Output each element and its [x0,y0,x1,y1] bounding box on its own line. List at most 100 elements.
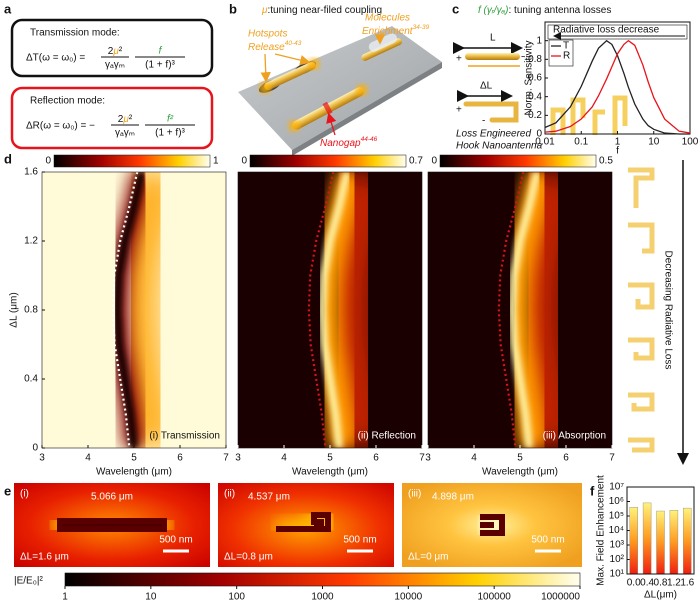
equation-term: ² [119,46,123,57]
map-wavelength: 4.537 μm [248,492,290,503]
colorbar-tick-label: 1000 [311,592,334,603]
panel-title: μ:tuning near-filed coupling [261,5,382,16]
equation-term: μ [122,114,129,125]
callout: Enrichment [362,26,414,37]
charge: + [456,105,462,116]
y-tick-label: 10⁴ [609,525,624,536]
nanorod [264,61,316,91]
equation-term: ² [129,114,133,125]
x-tick-label: 0.4 [640,578,654,589]
heatmap-band [312,172,367,448]
antenna-icons [628,167,655,453]
x-tick-label: 0.0 [627,578,641,589]
x-tick-label: 6 [563,453,569,464]
x-tick-label: 5 [131,453,137,464]
dimension-label: L [490,33,496,44]
charge: - [482,116,485,127]
equation-term: 2 [108,46,114,57]
colorbar-tick-label: 0.5 [599,156,613,167]
colorbar [64,572,581,587]
map-label: (iii) Absorption [543,431,606,442]
equation-term: f² [167,114,174,125]
arrow [260,53,271,83]
x-tick-label: 5 [327,453,333,464]
x-tick-label: 4 [471,453,477,464]
caption: Loss Engineered [456,129,531,140]
equation-term: 2μ² [108,46,123,57]
resonance-line [497,172,525,448]
panel-label: f [590,483,595,498]
callout: Release [248,42,285,53]
dimension-label: ΔL [480,81,493,92]
hotspot [288,120,300,132]
equation-term: γₐγₘ [105,60,125,71]
reference: 40-43 [285,40,302,47]
x-tick-label: 3 [39,453,45,464]
x-tick-label: 4 [85,453,91,464]
bar [642,502,652,575]
x-tick-label: 7 [223,453,229,464]
y-tick-label: 0.2 [528,110,542,121]
colorbar [439,154,597,168]
callout: Nanogap [320,138,361,149]
substrate [238,26,442,150]
panel-label: a [4,1,12,16]
x-axis-label: Wavelength (μm) [96,467,172,478]
series-line [544,39,691,134]
colorbar-label: |E/E₀|² [14,576,43,587]
resonance-line [111,172,139,448]
y-axis-label: ΔL (μm) [9,292,20,327]
map-delta-l: ΔL=1.6 μm [20,552,69,563]
colorbar-tick-label: 1000000 [541,592,580,603]
antenna [480,514,505,536]
antenna [57,518,167,532]
heatmap-band [318,172,351,448]
colorbar-tick-label: 0 [241,156,247,167]
callout: Molecules [365,13,410,24]
callout: Hotspots [248,29,287,40]
callout: Nanogap44-46 [320,136,378,149]
nanorod [465,53,520,60]
x-axis-label: Wavelength (μm) [482,467,558,478]
y-tick-label: 0 [32,443,38,454]
heatmap-band [502,172,557,448]
heatmap [238,172,422,448]
x-tick-label: 5 [517,453,523,464]
colorbar-tick-label: 1 [213,156,219,167]
resonance-line [307,172,335,448]
panel-label: b [229,1,237,16]
x-tick-label: 0.1 [574,137,588,148]
plot-frame [626,486,695,575]
mode-title: Reflection mode: [30,96,105,107]
bar [683,507,692,575]
hotspot [356,84,368,96]
x-tick-label: 100 [682,137,699,148]
equation-term: 2μ² [118,114,133,125]
y-tick-label: 10¹ [610,569,625,580]
scale-label: 500 nm [159,535,192,546]
colorbar [53,154,211,168]
x-tick-label: 4 [281,453,287,464]
colorbar-tick-label: 0.7 [409,156,423,167]
colorbar-tick-label: 0 [431,156,437,167]
legend-label: R [563,51,570,62]
map-label: (i) Transmission [149,431,220,442]
colorbar [249,154,407,168]
reference: 44-46 [361,136,378,143]
heatmap-band [113,172,146,448]
x-tick-label: 10 [648,137,660,148]
x-tick-label: 7 [419,453,425,464]
equation-lhs: ΔT(ω = ω₀) = [26,53,85,64]
colorbar-tick-label: 100 [228,592,245,603]
substrate-edge [292,62,442,156]
x-tick-label: 1.2 [667,578,681,589]
hotspot [259,82,271,94]
x-axis-label: Wavelength (μm) [292,467,368,478]
equation-term: γₐγₘ [115,128,135,139]
x-tick-label: 3 [425,453,431,464]
x-tick-label: 6 [177,453,183,464]
y-tick-label: 10³ [610,540,625,551]
map-tag: (ii) [224,489,235,500]
panel-label: d [4,151,12,166]
y-tick-label: 10⁷ [609,482,624,493]
